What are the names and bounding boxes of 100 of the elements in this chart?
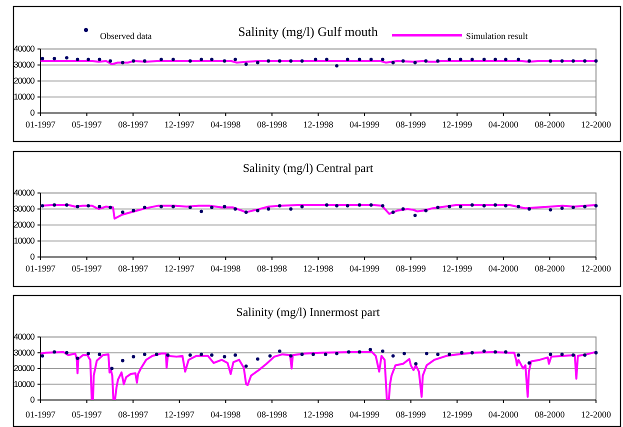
point <box>436 59 440 63</box>
point <box>98 58 102 62</box>
point <box>188 206 192 210</box>
x-tick-label: 12-1999 <box>442 409 473 420</box>
x-tick-label: 12-1998 <box>303 409 334 420</box>
point <box>401 207 405 211</box>
chart-title: Salinity (mg/l) Innermost part <box>236 305 380 319</box>
point <box>358 350 362 354</box>
point <box>142 59 146 63</box>
point <box>52 350 56 354</box>
point <box>300 59 304 63</box>
x-tick-label: 04-1998 <box>210 119 242 130</box>
point <box>458 58 462 62</box>
point <box>470 58 474 62</box>
x-tick-label: 04-2000 <box>488 263 519 274</box>
point <box>380 349 384 353</box>
x-tick-label: 08-2000 <box>534 409 566 420</box>
point <box>560 206 564 210</box>
point <box>210 206 214 210</box>
point <box>98 204 102 208</box>
y-tick-label: 10000 <box>14 378 36 389</box>
chart-title: Salinity (mg/l) Central part <box>242 161 374 175</box>
point <box>548 208 552 212</box>
point <box>516 353 520 357</box>
x-tick-label: 12-2000 <box>581 263 612 274</box>
point <box>413 214 417 218</box>
point <box>560 59 564 63</box>
point <box>391 60 395 64</box>
point <box>516 58 520 62</box>
point <box>160 58 163 62</box>
y-tick-label: 40000 <box>14 188 36 198</box>
point <box>494 203 498 207</box>
point <box>188 59 192 63</box>
point <box>40 56 44 60</box>
point <box>346 204 350 208</box>
line-series <box>40 204 597 220</box>
x-tick-label: 12-1997 <box>164 119 195 130</box>
point <box>210 353 214 357</box>
point <box>76 204 80 208</box>
point <box>300 352 304 356</box>
point <box>358 203 362 207</box>
point <box>266 59 270 63</box>
point <box>436 352 440 356</box>
text: Simulation result <box>466 31 528 41</box>
x-tick-label: 12-1997 <box>164 409 195 420</box>
point <box>289 207 293 211</box>
point <box>108 206 112 210</box>
point <box>289 354 293 358</box>
point <box>335 204 338 208</box>
point <box>256 357 260 361</box>
x-tick-label: 04-1998 <box>210 409 242 420</box>
point <box>347 350 350 354</box>
point <box>504 58 508 62</box>
point <box>448 58 452 62</box>
x-tick-label: 12-1999 <box>442 263 473 274</box>
point <box>482 58 486 62</box>
point <box>65 56 68 60</box>
point <box>132 355 136 358</box>
x-tick-label: 01-1997 <box>26 263 56 274</box>
x-tick-label: 08-1997 <box>118 119 149 130</box>
y-tick-label: 30000 <box>14 60 36 70</box>
point <box>120 60 124 64</box>
x-tick-label: 05-1997 <box>72 409 102 420</box>
point <box>312 352 315 356</box>
point <box>200 352 204 356</box>
point <box>448 352 452 356</box>
point <box>278 349 282 353</box>
point <box>222 355 226 358</box>
y-tick-label: 30000 <box>14 204 36 214</box>
x-tick-label: 08-1999 <box>396 409 426 420</box>
x-tick-label: 04-1999 <box>350 409 380 420</box>
x-tick-label: 12-1999 <box>442 119 473 130</box>
x-tick-label: 04-1998 <box>210 263 242 274</box>
point <box>369 203 373 207</box>
x-tick-label: 01-1997 <box>26 409 56 420</box>
point <box>222 204 226 208</box>
point <box>560 352 564 356</box>
point <box>120 358 124 362</box>
point <box>65 351 68 354</box>
point <box>494 350 498 354</box>
point <box>436 206 440 210</box>
point <box>244 210 248 214</box>
y-tick-label: 0 <box>30 252 36 262</box>
point <box>335 352 338 356</box>
x-tick-label: 08-1997 <box>118 263 149 274</box>
point <box>391 354 395 358</box>
point <box>200 210 204 214</box>
point <box>572 206 575 210</box>
point <box>504 204 508 208</box>
point <box>40 204 44 208</box>
x-tick-label: 08-1998 <box>256 119 288 130</box>
point <box>594 351 598 354</box>
point <box>470 351 474 354</box>
x-tick-label: 04-2000 <box>488 409 519 420</box>
x-tick-label: 08-2000 <box>534 263 566 274</box>
point <box>358 58 362 62</box>
point <box>172 204 175 208</box>
point <box>142 352 146 356</box>
point <box>594 59 598 63</box>
point <box>132 208 136 212</box>
